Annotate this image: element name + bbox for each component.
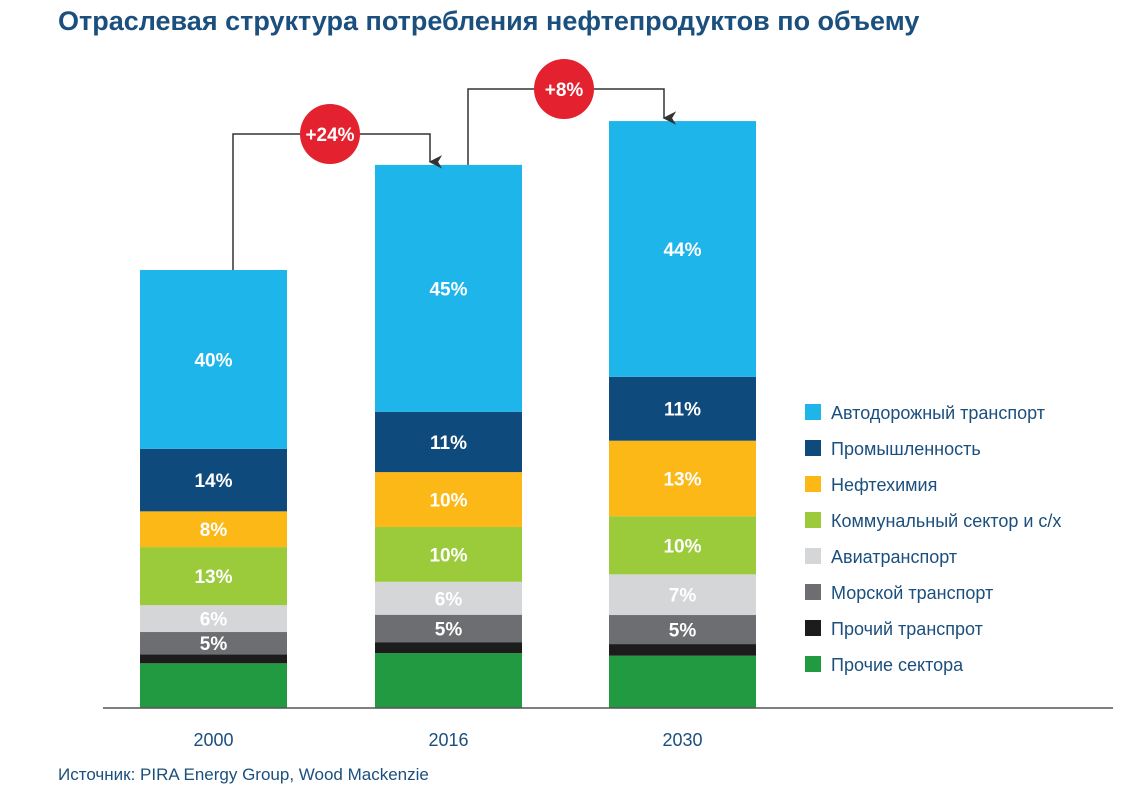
data-label-2016-автодорожный-транспорт: 45% <box>429 279 467 300</box>
bar-segment-2030-промышленность <box>609 376 756 441</box>
chart-title: Отраслевая структура потребления нефтепр… <box>58 6 920 36</box>
legend-label-авиатранспорт: Авиатранспорт <box>831 547 957 567</box>
legend-swatch-прочие-сектора <box>805 656 821 672</box>
data-label-2016-авиатранспорт: 6% <box>435 589 463 610</box>
bar-segment-2016-автодорожный-транспорт <box>375 164 522 412</box>
bar-segment-2000-авиатранспорт <box>140 605 287 633</box>
bar-segment-2000-прочий-транспрот <box>140 654 287 664</box>
legend-swatch-нефтехимия <box>805 476 821 492</box>
data-label-2030-авиатранспорт: 7% <box>669 586 697 607</box>
bar-segment-2030-коммунальный-сектор-и-с-х <box>609 516 756 575</box>
growth-badge-text-2016-2030: +8% <box>545 80 584 101</box>
data-label-2000-автодорожный-транспорт: 40% <box>194 350 232 371</box>
bar-segment-2030-авиатранспорт <box>609 574 756 616</box>
data-label-2030-нефтехимия: 13% <box>663 469 701 490</box>
legend-label-коммунальный-сектор-и-с-х: Коммунальный сектор и с/х <box>831 511 1061 531</box>
source-note: Источник: PIRA Energy Group, Wood Macken… <box>58 765 429 784</box>
legend-label-морской-транспорт: Морской транспорт <box>831 583 993 603</box>
bar-segment-2016-прочие-сектора <box>375 653 522 708</box>
bar-segment-2016-коммунальный-сектор-и-с-х <box>375 526 522 582</box>
data-label-2030-коммунальный-сектор-и-с-х: 10% <box>663 536 701 557</box>
x-tick-label-2030: 2030 <box>662 730 702 750</box>
x-tick-label-2016: 2016 <box>428 730 468 750</box>
bar-segment-2000-автодорожный-транспорт <box>140 270 287 449</box>
data-label-2016-нефтехимия: 10% <box>429 491 467 512</box>
bar-segment-2030-морской-транспорт <box>609 615 756 645</box>
data-label-2030-промышленность: 11% <box>664 400 701 421</box>
bar-segment-2000-морской-транспорт <box>140 632 287 655</box>
bar-segment-2000-прочие-сектора <box>140 663 287 708</box>
bar-segment-2016-авиатранспорт <box>375 581 522 615</box>
legend-swatch-автодорожный-транспорт <box>805 404 821 420</box>
legend-label-прочий-транспрот: Прочий транспрот <box>831 619 983 639</box>
bar-segment-2030-прочие-сектора <box>609 655 756 708</box>
bar-segment-2030-нефтехимия <box>609 440 756 517</box>
legend-label-промышленность: Промышленность <box>831 439 981 459</box>
growth-badge-text-2000-2016: +24% <box>305 125 354 146</box>
data-label-2000-промышленность: 14% <box>194 471 232 492</box>
legend-swatch-промышленность <box>805 440 821 456</box>
data-label-2000-нефтехимия: 8% <box>200 520 228 541</box>
legend-swatch-авиатранспорт <box>805 548 821 564</box>
data-label-2030-морской-транспорт: 5% <box>669 621 697 642</box>
bar-segment-2000-нефтехимия <box>140 511 287 548</box>
legend-swatch-морской-транспорт <box>805 584 821 600</box>
data-label-2000-авиатранспорт: 6% <box>200 610 228 631</box>
legend-label-автодорожный-транспорт: Автодорожный транспорт <box>831 403 1045 423</box>
data-label-2000-коммунальный-сектор-и-с-х: 13% <box>194 567 232 588</box>
growth-badge-2000-2016 <box>300 104 360 164</box>
bar-segment-2030-прочий-транспрот <box>609 644 756 656</box>
data-label-2000-морской-транспорт: 5% <box>200 634 228 655</box>
data-label-2016-промышленность: 11% <box>430 433 467 454</box>
legend-swatch-прочий-транспрот <box>805 620 821 636</box>
bar-segment-2030-автодорожный-транспорт <box>609 121 756 377</box>
legend-swatch-коммунальный-сектор-и-с-х <box>805 512 821 528</box>
legend-label-нефтехимия: Нефтехимия <box>831 475 937 495</box>
data-label-2016-коммунальный-сектор-и-с-х: 10% <box>429 545 467 566</box>
x-tick-label-2000: 2000 <box>193 730 233 750</box>
bar-segment-2016-промышленность <box>375 411 522 473</box>
legend-label-прочие-сектора: Прочие сектора <box>831 655 964 675</box>
bar-segment-2016-морской-транспорт <box>375 614 522 643</box>
bar-segment-2016-нефтехимия <box>375 472 522 527</box>
bar-segment-2000-коммунальный-сектор-и-с-х <box>140 547 287 606</box>
bar-segment-2000-промышленность <box>140 448 287 512</box>
data-label-2030-автодорожный-транспорт: 44% <box>663 240 701 261</box>
data-label-2016-морской-транспорт: 5% <box>435 619 463 640</box>
bar-segment-2016-прочий-транспрот <box>375 642 522 654</box>
growth-badge-2016-2030 <box>534 59 594 119</box>
